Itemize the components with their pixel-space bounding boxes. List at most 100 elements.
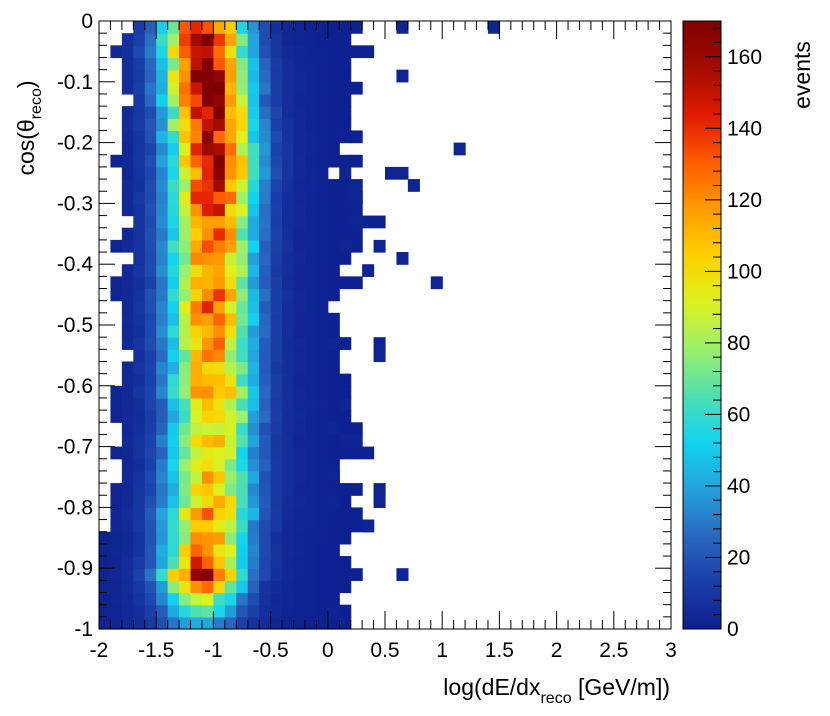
heatmap-cell — [236, 264, 249, 277]
heatmap-cell — [201, 373, 214, 387]
heatmap-cell — [213, 337, 226, 350]
heatmap-cell — [190, 556, 203, 569]
heatmap-cell — [236, 458, 249, 472]
heatmap-cell — [396, 69, 409, 83]
heatmap-cell — [144, 397, 157, 411]
heatmap-cell — [167, 325, 180, 338]
heatmap-cell — [179, 568, 192, 581]
heatmap-cell — [190, 434, 203, 448]
x-tick-label: 0 — [322, 639, 334, 662]
heatmap-cell — [167, 264, 180, 277]
heatmap-cell — [373, 215, 386, 229]
heatmap-cell — [167, 312, 180, 326]
heatmap-cell — [247, 434, 260, 448]
heatmap-cell — [190, 616, 203, 630]
heatmap-cell — [339, 252, 352, 265]
heatmap-cell — [156, 154, 169, 168]
heatmap-cell — [293, 227, 306, 241]
heatmap-cell — [167, 142, 180, 156]
heatmap-cell — [259, 337, 272, 350]
heatmap-cell — [316, 422, 329, 436]
heatmap-cell — [327, 93, 340, 107]
heatmap-cell — [201, 507, 214, 521]
heatmap-cell — [224, 507, 237, 521]
heatmap-cell — [282, 446, 295, 460]
heatmap-cell — [259, 118, 272, 132]
heatmap-cell — [179, 483, 192, 496]
heatmap-cell — [224, 300, 237, 314]
heatmap-cell — [339, 385, 352, 399]
heatmap-cell — [396, 252, 409, 265]
heatmap-cell — [236, 45, 249, 59]
heatmap-cell — [236, 373, 249, 387]
heatmap-cell — [293, 592, 306, 606]
colorbar: 0 20 40 60 80 100 120 140 160 events — [682, 20, 815, 641]
heatmap-cell — [339, 130, 352, 144]
heatmap-cell — [156, 142, 169, 156]
heatmap-cell — [99, 531, 112, 545]
heatmap-cell — [144, 81, 157, 95]
heatmap-cell — [190, 57, 203, 71]
heatmap-cell — [190, 191, 203, 204]
heatmap-cell — [282, 118, 295, 132]
heatmap-cell — [236, 203, 249, 217]
heatmap-cell — [201, 142, 214, 156]
heatmap-cell — [144, 154, 157, 168]
heatmap-cell — [144, 166, 157, 180]
heatmap-cell — [144, 300, 157, 314]
heatmap-cell — [213, 33, 226, 46]
heatmap-cell — [179, 191, 192, 204]
heatmap-cell — [304, 458, 317, 472]
heatmap-cell — [179, 118, 192, 132]
heatmap-cell — [304, 422, 317, 436]
heatmap-cell — [133, 166, 146, 180]
heatmap-cell — [327, 434, 340, 448]
heatmap-cell — [304, 239, 317, 253]
heatmap-cell — [156, 166, 169, 180]
heatmap-cell — [201, 215, 214, 229]
heatmap-cell — [270, 543, 283, 557]
heatmap-cell — [179, 33, 192, 46]
heatmap-cell — [327, 276, 340, 290]
heatmap-cell — [282, 519, 295, 533]
heatmap-cell — [350, 215, 363, 229]
heatmap-cell — [201, 276, 214, 290]
heatmap-cell — [304, 434, 317, 448]
heatmap-cell — [350, 21, 363, 34]
x-tick-label: 0.5 — [370, 639, 399, 662]
heatmap-cell — [316, 397, 329, 411]
heatmap-cell — [190, 397, 203, 411]
heatmap-cell — [247, 519, 260, 533]
heatmap-cell — [133, 21, 146, 34]
heatmap-cell — [144, 543, 157, 557]
heatmap-cell — [236, 361, 249, 375]
heatmap-cell — [110, 519, 123, 533]
heatmap-cell — [167, 434, 180, 448]
heatmap-cell — [156, 495, 169, 508]
heatmap-cell — [121, 312, 134, 326]
heatmap-cell — [247, 556, 260, 569]
heatmap-cell — [213, 154, 226, 168]
heatmap-cell — [259, 458, 272, 472]
heatmap-cell — [270, 495, 283, 508]
heatmap-cell — [282, 470, 295, 484]
heatmap-cell — [156, 33, 169, 46]
heatmap-cell — [224, 288, 237, 302]
heatmap-cell — [213, 592, 226, 606]
heatmap-cell — [316, 337, 329, 350]
heatmap-cell — [293, 543, 306, 557]
heatmap-cell — [282, 458, 295, 472]
heatmap-cell — [190, 69, 203, 83]
heatmap-cell — [213, 300, 226, 314]
heatmap-cell — [259, 21, 272, 34]
heatmap-cell — [339, 239, 352, 253]
heatmap-cell — [247, 604, 260, 618]
heatmap-cell — [201, 616, 214, 630]
heatmap-cell — [144, 325, 157, 338]
y-tick-label: -0.6 — [57, 375, 93, 398]
heatmap-cell — [350, 154, 363, 168]
heatmap-cell — [259, 397, 272, 411]
heatmap-cell — [316, 239, 329, 253]
heatmap-cell — [339, 507, 352, 521]
heatmap-cell — [339, 373, 352, 387]
